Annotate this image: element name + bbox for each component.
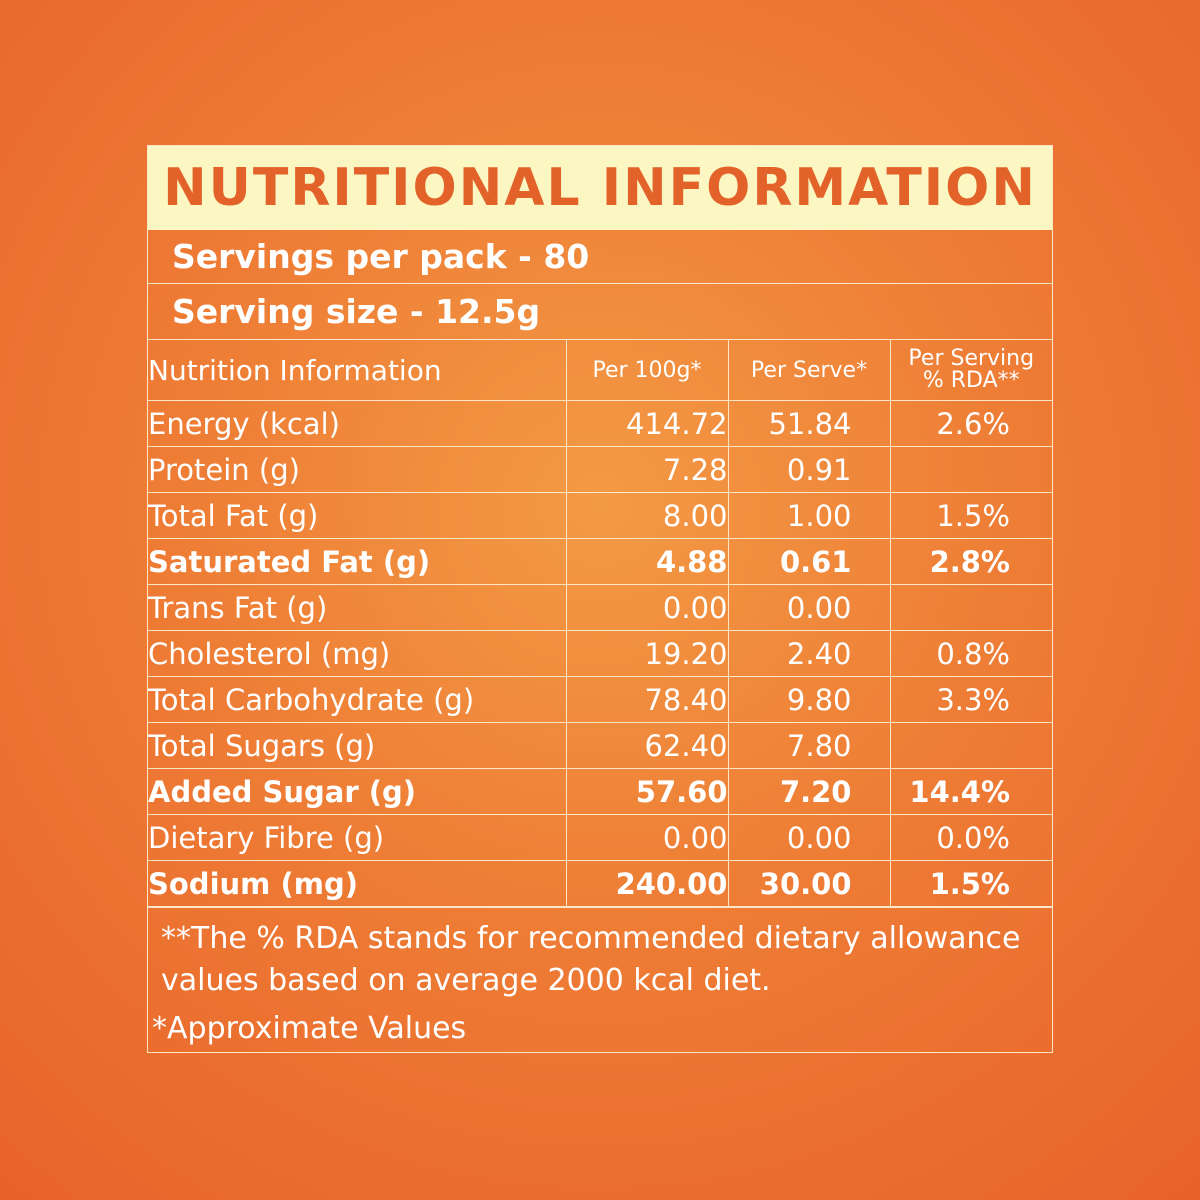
per-serve-value: 30.00 bbox=[727, 860, 891, 907]
table-row: Energy (kcal) 414.72 51.84 2.6% bbox=[148, 400, 1052, 447]
per-serve-value: 0.00 bbox=[727, 584, 891, 631]
per-100g-value: 0.00 bbox=[565, 584, 729, 631]
rda-value: 0.0% bbox=[889, 814, 1052, 861]
nutrient-name: Total Fat (g) bbox=[148, 492, 567, 539]
per-100g-value: 62.40 bbox=[565, 722, 729, 769]
table-row: Total Carbohydrate (g) 78.40 9.80 3.3% bbox=[148, 676, 1052, 723]
per-serve-value: 0.61 bbox=[727, 538, 891, 585]
per-100g-value: 240.00 bbox=[565, 860, 729, 907]
per-serve-value: 0.91 bbox=[727, 446, 891, 493]
table-row: Trans Fat (g) 0.00 0.00 bbox=[148, 584, 1052, 631]
per-100g-value: 4.88 bbox=[565, 538, 729, 585]
per-100g-value: 8.00 bbox=[565, 492, 729, 539]
nutrient-name: Total Carbohydrate (g) bbox=[148, 676, 567, 723]
header-rda-line1: Per Serving bbox=[908, 346, 1035, 371]
table-body: Energy (kcal) 414.72 51.84 2.6% Protein (g) 7… bbox=[148, 400, 1052, 907]
rda-value: 14.4% bbox=[889, 768, 1052, 815]
rda-value: 1.5% bbox=[889, 492, 1052, 539]
per-100g-value: 7.28 bbox=[565, 446, 729, 493]
footnote: **The % RDA stands for recommended dieta… bbox=[148, 907, 1052, 1050]
header-rda: Per Serving % RDA** bbox=[889, 340, 1052, 401]
serving-size: Serving size - 12.5g bbox=[148, 284, 1052, 340]
nutrient-name: Added Sugar (g) bbox=[148, 768, 567, 815]
rda-value bbox=[889, 446, 1052, 493]
title-bar: NUTRITIONAL INFORMATION bbox=[148, 146, 1052, 230]
rda-value: 0.8% bbox=[889, 630, 1052, 677]
table-header-row: Nutrition Information Per 100g* Per Serv… bbox=[148, 340, 1052, 401]
per-serve-value: 1.00 bbox=[727, 492, 891, 539]
per-100g-value: 0.00 bbox=[565, 814, 729, 861]
per-serve-value: 51.84 bbox=[727, 400, 891, 447]
nutrient-name: Trans Fat (g) bbox=[148, 584, 567, 631]
header-per-100g: Per 100g* bbox=[565, 340, 729, 401]
nutrient-name: Dietary Fibre (g) bbox=[148, 814, 567, 861]
table-row: Total Fat (g) 8.00 1.00 1.5% bbox=[148, 492, 1052, 539]
nutrient-name: Energy (kcal) bbox=[148, 400, 567, 447]
footnote-approximate: *Approximate Values bbox=[152, 1011, 467, 1046]
table-row: Dietary Fibre (g) 0.00 0.00 0.0% bbox=[148, 814, 1052, 861]
rda-value: 2.8% bbox=[889, 538, 1052, 585]
rda-value: 2.6% bbox=[889, 400, 1052, 447]
table-row: Total Sugars (g) 62.40 7.80 bbox=[148, 722, 1052, 769]
table-row: Sodium (mg) 240.00 30.00 1.5% bbox=[148, 860, 1052, 907]
header-per-serve: Per Serve* bbox=[727, 340, 891, 401]
table-row: Saturated Fat (g) 4.88 0.61 2.8% bbox=[148, 538, 1052, 585]
per-serve-value: 2.40 bbox=[727, 630, 891, 677]
rda-value bbox=[889, 722, 1052, 769]
table-row: Added Sugar (g) 57.60 7.20 14.4% bbox=[148, 768, 1052, 815]
servings-per-pack: Servings per pack - 80 bbox=[148, 230, 1052, 284]
per-serve-value: 9.80 bbox=[727, 676, 891, 723]
footnote-rda-line1: **The % RDA stands for recommended dieta… bbox=[161, 921, 1021, 956]
rda-value: 1.5% bbox=[889, 860, 1052, 907]
per-serve-value: 7.20 bbox=[727, 768, 891, 815]
table-row: Cholesterol (mg) 19.20 2.40 0.8% bbox=[148, 630, 1052, 677]
per-100g-value: 19.20 bbox=[565, 630, 729, 677]
table-row: Protein (g) 7.28 0.91 bbox=[148, 446, 1052, 493]
rda-value: 3.3% bbox=[889, 676, 1052, 723]
nutrient-name: Sodium (mg) bbox=[148, 860, 567, 907]
nutrient-name: Protein (g) bbox=[148, 446, 567, 493]
per-100g-value: 78.40 bbox=[565, 676, 729, 723]
nutrition-panel: NUTRITIONAL INFORMATION Servings per pac… bbox=[147, 145, 1053, 1053]
per-100g-value: 414.72 bbox=[565, 400, 729, 447]
per-100g-value: 57.60 bbox=[565, 768, 729, 815]
per-serve-value: 7.80 bbox=[727, 722, 891, 769]
per-serve-value: 0.00 bbox=[727, 814, 891, 861]
footnote-rda-line2: values based on average 2000 kcal diet. bbox=[161, 963, 771, 998]
header-nutrition-information: Nutrition Information bbox=[148, 340, 567, 401]
header-rda-line2: % RDA** bbox=[922, 368, 1020, 393]
nutrition-table: Nutrition Information Per 100g* Per Serv… bbox=[148, 340, 1052, 907]
rda-value bbox=[889, 584, 1052, 631]
nutrient-name: Cholesterol (mg) bbox=[148, 630, 567, 677]
nutrient-name: Total Sugars (g) bbox=[148, 722, 567, 769]
page-title: NUTRITIONAL INFORMATION bbox=[163, 158, 1037, 218]
nutrient-name: Saturated Fat (g) bbox=[148, 538, 567, 585]
